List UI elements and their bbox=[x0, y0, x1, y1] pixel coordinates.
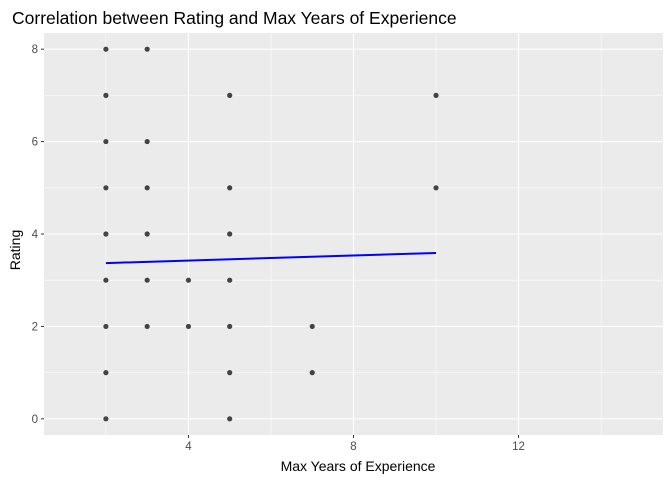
data-point bbox=[227, 231, 233, 237]
trend-line-group bbox=[105, 251, 437, 265]
data-point bbox=[103, 323, 109, 330]
data-point bbox=[103, 92, 109, 98]
trend-line bbox=[105, 251, 437, 265]
x-axis-title: Max Years of Experience bbox=[281, 458, 436, 474]
y-tick-label: 8 bbox=[32, 44, 38, 56]
data-point bbox=[144, 323, 150, 330]
x-tick-label: 4 bbox=[185, 441, 192, 453]
data-point bbox=[103, 416, 109, 422]
chart-title: Correlation between Rating and Max Years… bbox=[12, 8, 457, 28]
y-axis: 0 2 4 6 8 bbox=[32, 44, 44, 426]
data-point bbox=[433, 185, 439, 191]
x-axis: 4 8 12 bbox=[185, 435, 525, 453]
data-point bbox=[309, 323, 315, 330]
data-point bbox=[144, 231, 150, 237]
data-point bbox=[227, 323, 233, 330]
y-axis-title: Rating bbox=[7, 230, 23, 270]
data-point bbox=[103, 370, 109, 376]
data-point bbox=[103, 138, 109, 145]
data-point bbox=[103, 231, 109, 237]
data-point bbox=[144, 46, 150, 52]
data-point bbox=[227, 370, 233, 376]
data-point bbox=[103, 185, 109, 191]
data-point bbox=[309, 370, 315, 376]
data-points bbox=[103, 46, 439, 422]
data-point bbox=[433, 92, 439, 98]
data-point bbox=[144, 185, 150, 191]
data-point bbox=[144, 138, 150, 145]
data-point bbox=[103, 277, 109, 283]
y-tick-label: 0 bbox=[32, 414, 38, 426]
x-tick-label: 12 bbox=[512, 441, 525, 453]
data-point bbox=[103, 46, 109, 52]
data-point bbox=[227, 416, 233, 422]
y-tick-label: 6 bbox=[32, 137, 38, 149]
data-point bbox=[227, 92, 233, 98]
data-point bbox=[185, 323, 192, 330]
data-point bbox=[227, 277, 233, 283]
data-point bbox=[227, 185, 233, 191]
y-tick-label: 2 bbox=[32, 321, 38, 333]
x-tick-label: 8 bbox=[350, 441, 356, 453]
y-tick-label: 4 bbox=[32, 229, 39, 241]
data-point bbox=[185, 277, 192, 283]
data-point bbox=[144, 277, 150, 283]
